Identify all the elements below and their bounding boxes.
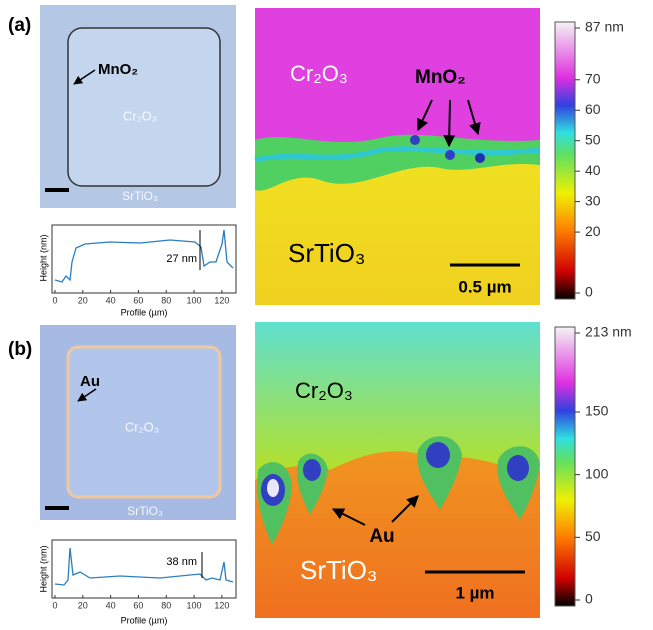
x-tick-label: 100 — [187, 600, 202, 610]
callout: MnO₂ — [415, 67, 466, 88]
colorbar-label: 30 — [585, 192, 601, 208]
x-tick-label: 0 — [52, 295, 57, 305]
x-tick-label: 20 — [78, 295, 88, 305]
y-axis-label: Height (nm) — [38, 545, 48, 592]
x-tick-label: 60 — [133, 295, 143, 305]
x-axis-label: Profile (µm) — [121, 615, 168, 625]
x-tick-label: 20 — [78, 600, 88, 610]
colorbar-label: 100 — [585, 465, 609, 481]
colorbar-label: 87 nm — [585, 19, 624, 35]
particle — [410, 135, 420, 145]
particle — [445, 150, 455, 160]
colorbar-label: 150 — [585, 403, 609, 419]
colorbar — [555, 327, 575, 606]
colorbar-label: 20 — [585, 223, 601, 239]
x-axis-label: Profile (µm) — [121, 307, 168, 317]
panel-label: (a) — [8, 15, 31, 36]
plot-frame — [52, 225, 236, 293]
callout: Au — [369, 526, 394, 547]
label: SrTiO₃ — [127, 504, 163, 518]
x-tick-label: 80 — [161, 600, 171, 610]
callout: Au — [80, 373, 100, 390]
particle — [475, 153, 485, 163]
scale-bar — [45, 506, 69, 510]
x-tick-label: 0 — [52, 600, 57, 610]
colorbar-label: 0 — [585, 284, 593, 300]
x-tick-label: 40 — [106, 295, 116, 305]
scale-label: 1 µm — [455, 583, 494, 602]
plot-frame — [52, 540, 236, 598]
colorbar-label: 50 — [585, 528, 601, 544]
y-axis-label: Height (nm) — [38, 234, 48, 281]
x-tick-label: 120 — [214, 600, 229, 610]
x-tick-label: 100 — [187, 295, 202, 305]
colorbar-label: 50 — [585, 131, 601, 147]
panel-label: (b) — [8, 339, 32, 360]
label: Cr₂O₃ — [295, 378, 353, 403]
figure: MnO₂ Cr₂O₃ SrTiO₃ (a) 27 nm Height (nm) … — [0, 0, 653, 630]
x-tick-label: 40 — [106, 600, 116, 610]
colorbar — [555, 22, 575, 299]
colorbar-label: 0 — [585, 591, 593, 607]
label: SrTiO₃ — [122, 189, 158, 203]
profile-line — [55, 548, 233, 585]
label: Cr₂O₃ — [123, 108, 157, 123]
label: SrTiO₃ — [288, 238, 366, 268]
colorbar-label: 60 — [585, 101, 601, 117]
x-tick-label: 120 — [214, 295, 229, 305]
step-label: 38 nm — [166, 556, 197, 568]
scale-label: 0.5 µm — [458, 277, 511, 296]
label: Cr₂O₃ — [125, 419, 159, 434]
colorbar-label: 70 — [585, 70, 601, 86]
label: Cr₂O₃ — [290, 61, 348, 86]
scale-bar — [45, 188, 69, 192]
x-tick-label: 60 — [133, 600, 143, 610]
label: SrTiO₃ — [300, 555, 378, 585]
arrow — [449, 100, 450, 146]
profile-line — [55, 230, 233, 282]
island — [68, 28, 220, 186]
step-label: 27 nm — [166, 253, 197, 265]
colorbar-label: 213 nm — [585, 324, 632, 340]
colorbar-label: 40 — [585, 162, 601, 178]
callout: MnO₂ — [98, 61, 138, 78]
x-tick-label: 80 — [161, 295, 171, 305]
